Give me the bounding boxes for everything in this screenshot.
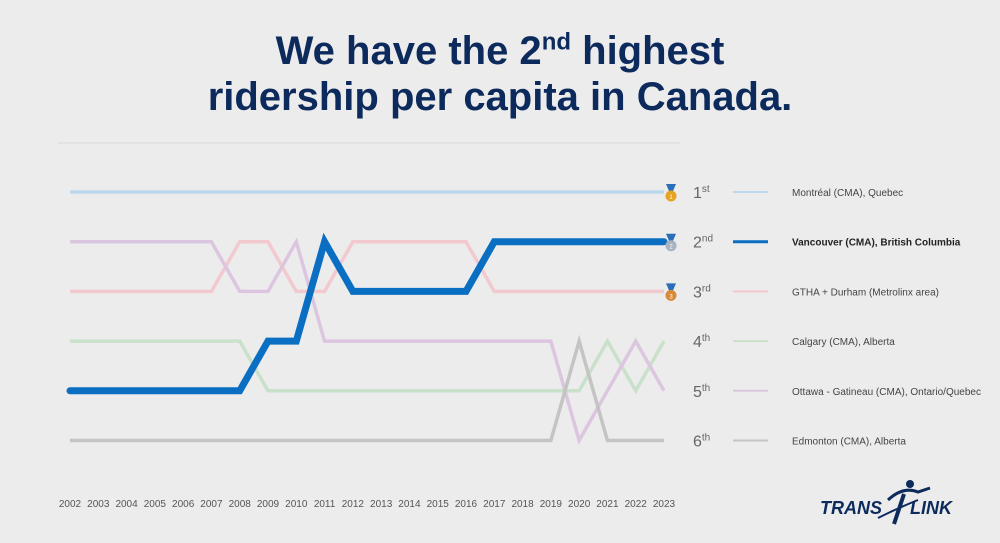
rank-label: 6th <box>693 433 710 451</box>
x-tick-label: 2017 <box>483 499 506 510</box>
medal-number: 2 <box>669 245 673 251</box>
x-tick-label: 2011 <box>314 499 336 510</box>
legend-label: Ottawa - Gatineau (CMA), Ontario/Quebec <box>792 387 981 398</box>
legend-label: Calgary (CMA), Alberta <box>792 337 895 348</box>
page-title: We have the 2nd highest ridership per ca… <box>0 28 1000 120</box>
medal-number: 1 <box>669 195 673 201</box>
title-line-2: ridership per capita in Canada. <box>207 75 793 119</box>
series-line-2 <box>70 337 666 395</box>
series-line-4 <box>70 334 664 443</box>
title-line-1-text: We have the 2 <box>275 29 542 73</box>
medal-disc <box>665 240 677 252</box>
x-tick-label: 2003 <box>87 499 110 510</box>
translink-logo: TRANS LINK <box>818 478 978 528</box>
title-line-1-end: highest <box>571 29 725 73</box>
legend-label: Montréal (CMA), Quebec <box>792 188 903 199</box>
x-tick-label: 2010 <box>285 499 308 510</box>
medal-ribbon <box>666 184 676 191</box>
rank-label: 2nd <box>693 234 713 252</box>
x-tick-label: 2018 <box>511 499 534 510</box>
x-tick-label: 2023 <box>653 499 676 510</box>
x-tick-label: 2021 <box>596 499 619 510</box>
x-tick-label: 2013 <box>370 499 393 510</box>
bronze-medal-icon: 3 <box>665 283 677 301</box>
medal-ribbon <box>666 233 676 241</box>
x-tick-label: 2008 <box>229 499 252 510</box>
rank-label: 4th <box>693 333 710 351</box>
medal-ribbon <box>666 283 676 291</box>
x-tick-label: 2020 <box>568 499 591 510</box>
rank-label: 5th <box>693 383 710 401</box>
legend-label: Vancouver (CMA), British Columbia <box>792 238 961 249</box>
x-tick-label: 2004 <box>115 499 138 510</box>
translink-logo-mark: TRANS LINK <box>820 480 954 525</box>
x-tick-label: 2006 <box>172 499 195 510</box>
x-tick-label: 2019 <box>540 499 563 510</box>
legend-label: Edmonton (CMA), Alberta <box>792 437 906 448</box>
rank-label: 1st <box>693 184 710 202</box>
x-tick-label: 2015 <box>427 499 450 510</box>
logo-text-right: LINK <box>910 498 954 518</box>
rank-label: 3rd <box>693 283 711 301</box>
legend-label: GTHA + Durham (Metrolinx area) <box>792 287 939 298</box>
x-tick-label: 2022 <box>625 499 648 510</box>
series-line-5 <box>66 232 668 395</box>
x-tick-label: 2016 <box>455 499 478 510</box>
medal-number: 3 <box>669 294 673 300</box>
gold-medal-icon: 1 <box>665 184 677 202</box>
x-tick-label: 2012 <box>342 499 365 510</box>
title-line-1: We have the 2nd highest <box>0 28 1000 74</box>
series-line-1 <box>70 239 664 294</box>
medal-disc <box>665 190 677 202</box>
x-tick-label: 2009 <box>257 499 280 510</box>
x-tick-label: 2007 <box>200 499 223 510</box>
x-tick-label: 2002 <box>59 499 82 510</box>
logo-text-left: TRANS <box>820 498 882 518</box>
x-tick-label: 2005 <box>144 499 167 510</box>
x-tick-label: 2014 <box>398 499 421 510</box>
title-superscript: nd <box>541 28 572 56</box>
silver-medal-icon: 2 <box>665 233 677 252</box>
medal-disc <box>665 289 677 301</box>
